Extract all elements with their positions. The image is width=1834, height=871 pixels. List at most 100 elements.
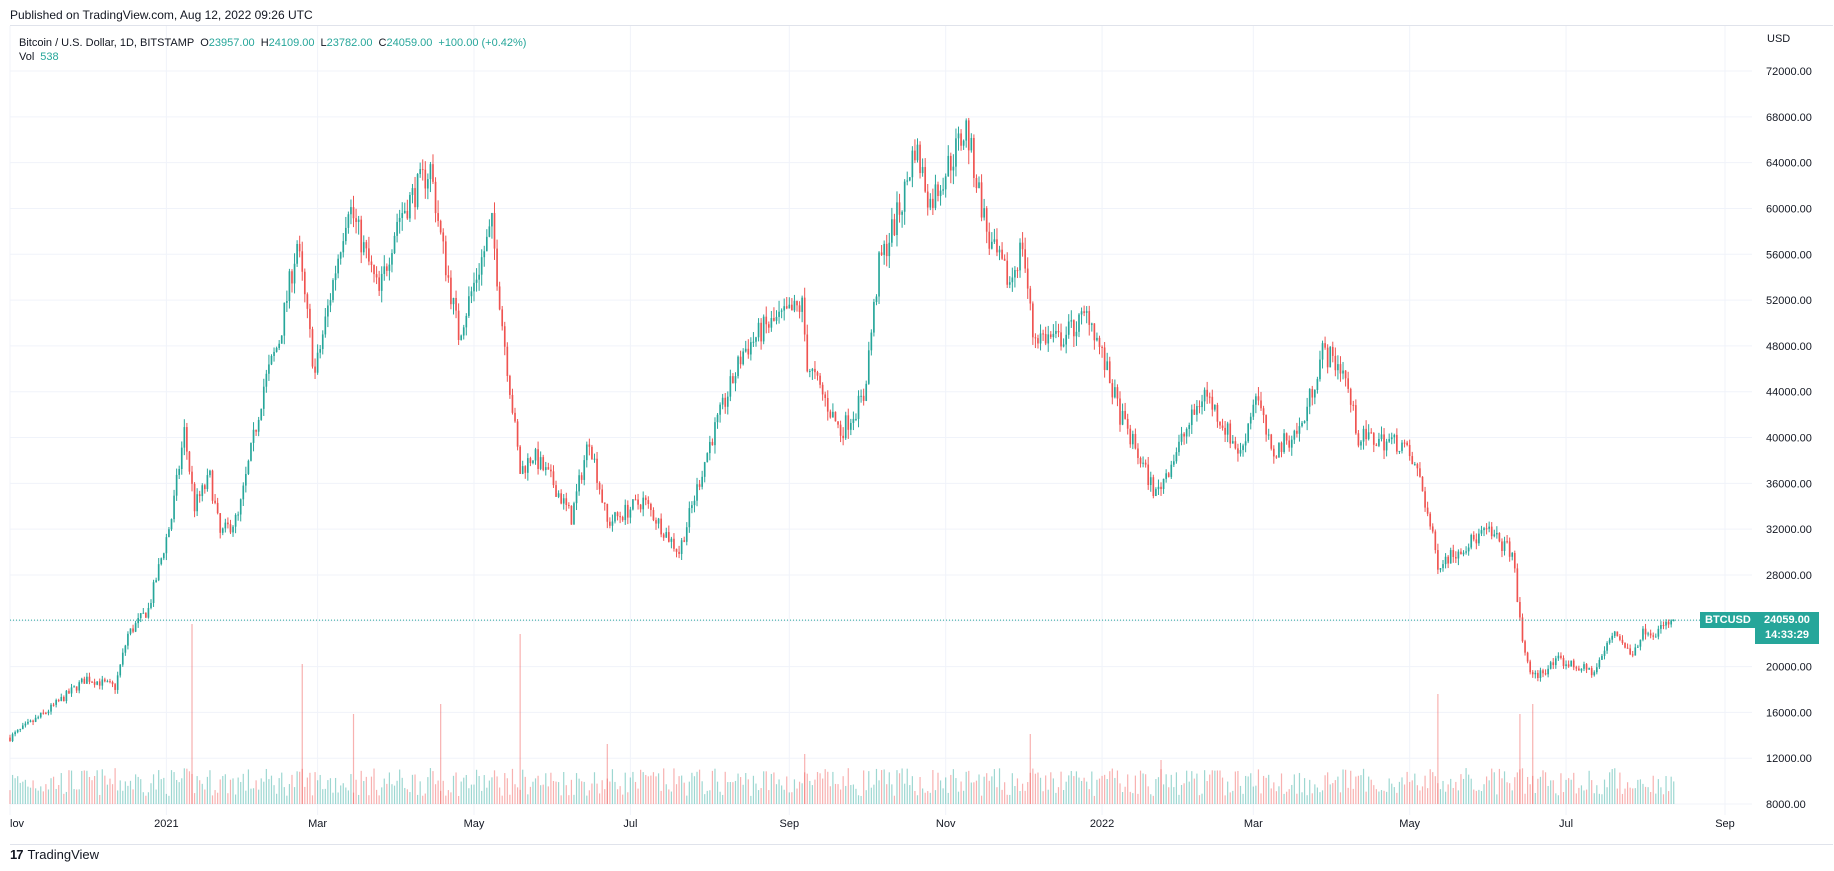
candle-body	[885, 243, 888, 257]
candle-body	[673, 538, 675, 549]
candle-body	[401, 213, 404, 218]
candle-body	[1244, 441, 1247, 446]
candle-body	[27, 721, 29, 724]
volume-bar	[50, 778, 52, 804]
candle-body	[1488, 526, 1490, 529]
volume-bar	[688, 781, 690, 804]
candle-body	[965, 120, 968, 141]
tradingview-logo-icon[interactable]: 17	[10, 847, 24, 862]
candle-body	[1208, 396, 1211, 398]
candle-body	[1329, 346, 1332, 368]
volume-bar	[1570, 779, 1572, 804]
volume-bar	[414, 774, 416, 804]
candle-body	[439, 220, 442, 233]
volume-bar	[909, 785, 911, 804]
volume-bar	[963, 790, 965, 804]
volume-bar	[980, 795, 983, 804]
candle-body	[311, 329, 314, 367]
volume-bar	[132, 789, 134, 804]
candle-body	[1134, 433, 1137, 449]
volume-bar	[811, 785, 813, 804]
candle-body	[1670, 620, 1672, 625]
volume-bar	[311, 795, 314, 804]
volume-bar	[1478, 789, 1480, 804]
candle-body	[450, 277, 452, 305]
volume-bar	[1419, 790, 1421, 804]
candle-body	[1588, 668, 1590, 670]
volume-bar	[891, 784, 893, 804]
volume-bar	[939, 780, 942, 804]
volume-bar	[919, 777, 921, 804]
volume-bar	[657, 773, 660, 804]
volume-bar	[186, 768, 188, 804]
volume-bar	[124, 781, 126, 804]
volume-bar	[165, 793, 167, 804]
legend-high-value: 24109.00	[268, 37, 315, 49]
volume-bar	[1309, 779, 1311, 804]
volume-bar	[1386, 791, 1388, 804]
volume-bar	[227, 793, 229, 804]
volume-bar	[1319, 792, 1321, 804]
candle-body	[470, 291, 473, 297]
volume-bar	[988, 780, 990, 804]
volume-spike	[1519, 714, 1521, 804]
candle-body	[1049, 334, 1052, 338]
volume-bar	[1660, 787, 1662, 804]
volume-bar	[611, 769, 614, 804]
volume-bar	[1442, 780, 1444, 804]
volume-bar	[150, 783, 152, 804]
volume-bar	[1104, 774, 1106, 804]
volume-bar	[1344, 769, 1347, 804]
volume-bar	[1039, 777, 1042, 804]
volume-bar	[1493, 772, 1495, 804]
candle-body	[1562, 657, 1565, 666]
volume-bar	[783, 789, 785, 804]
candle-body	[221, 528, 224, 533]
volume-bar	[706, 790, 708, 804]
volume-bar	[760, 788, 762, 804]
volume-spike	[519, 634, 521, 804]
candle-body	[852, 418, 855, 424]
candle-body	[1078, 314, 1080, 332]
volume-bar	[1460, 774, 1462, 804]
x-tick-label: May	[464, 818, 485, 830]
volume-bar	[1109, 771, 1111, 804]
candle-body	[1334, 355, 1337, 371]
candle-body	[480, 257, 483, 275]
y-tick-label: 52000.00	[1766, 295, 1812, 307]
candle-body	[1575, 667, 1578, 669]
candle-body	[337, 258, 339, 274]
y-tick-label: 44000.00	[1766, 387, 1812, 399]
candle-body	[1206, 389, 1209, 397]
volume-bar	[1632, 788, 1634, 804]
volume-bar	[781, 785, 783, 804]
candle-body	[503, 326, 506, 347]
volume-bar	[755, 783, 757, 804]
volume-bar	[1037, 772, 1039, 804]
candle-body	[1524, 641, 1526, 653]
volume-bar	[234, 794, 237, 804]
candle-body	[93, 681, 96, 685]
candle-body	[924, 167, 927, 192]
volume-bar	[1255, 785, 1257, 804]
volume-bar	[816, 771, 819, 804]
volume-bar	[1283, 793, 1285, 804]
volume-bar	[896, 770, 898, 804]
volume-bar	[1473, 789, 1475, 804]
volume-bar	[219, 779, 221, 804]
volume-bar	[358, 794, 360, 804]
volume-bar	[1086, 781, 1088, 804]
volume-bar	[19, 782, 21, 804]
candle-body	[947, 155, 950, 177]
volume-bar	[145, 795, 147, 804]
volume-bar	[288, 784, 291, 804]
volume-bar	[668, 789, 670, 804]
candle-body	[1129, 428, 1132, 445]
candle-body	[785, 306, 788, 309]
candle-body	[1073, 320, 1075, 337]
candle-body	[301, 251, 304, 272]
candle-body	[1019, 242, 1021, 271]
brand-name[interactable]: TradingView	[27, 847, 100, 862]
volume-bar	[550, 772, 552, 804]
